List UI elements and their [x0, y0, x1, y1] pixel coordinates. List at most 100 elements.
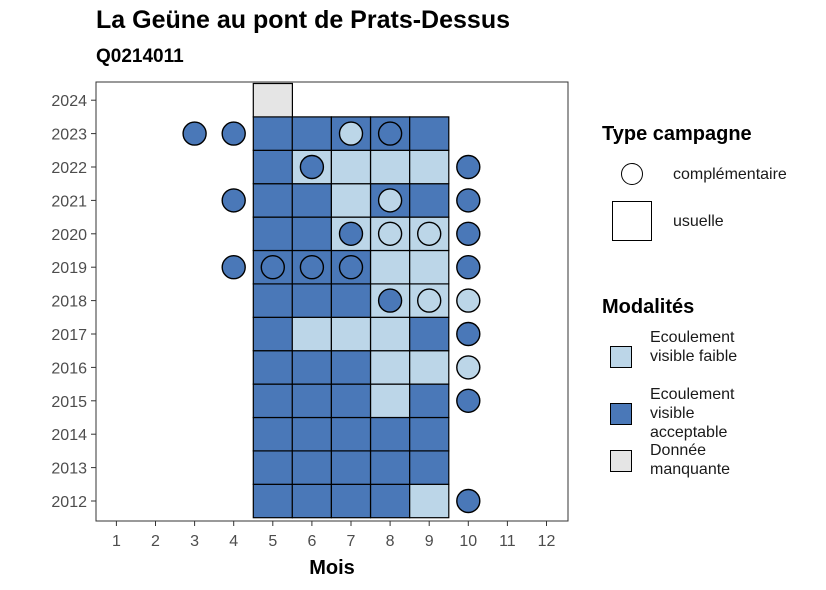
cell-2015-8 — [370, 383, 411, 419]
point-2018-10 — [456, 288, 481, 313]
point-2021-8 — [377, 188, 403, 213]
cell-2014-7 — [330, 416, 372, 452]
legend-manquante-label: Donnée manquante — [650, 442, 731, 478]
point-2016-10 — [456, 355, 481, 380]
legend-modalites-title: Modalités — [602, 296, 695, 318]
cell-2012-5 — [252, 483, 294, 519]
legend-faible-swatch — [610, 346, 632, 368]
legend-complementaire-label: complémentaire — [673, 166, 787, 183]
cell-2020-6 — [291, 216, 332, 252]
y-tick-label-2019: 2019 — [51, 260, 87, 277]
x-tick-label-8: 8 — [386, 533, 395, 550]
cell-2012-8 — [370, 483, 411, 519]
y-tick-label-2022: 2022 — [51, 160, 87, 177]
y-tick-label-2021: 2021 — [51, 193, 87, 210]
y-tick-label-2023: 2023 — [51, 127, 87, 144]
x-axis-label: Mois — [309, 557, 355, 579]
x-tick-label-4: 4 — [229, 533, 238, 550]
cell-2021-9 — [409, 183, 450, 218]
cell-2013-5 — [252, 450, 294, 485]
x-tick-label-12: 12 — [538, 533, 556, 550]
point-2023-4 — [221, 121, 246, 146]
cell-2023-5 — [252, 116, 294, 151]
y-tick-label-2018: 2018 — [51, 294, 87, 311]
cell-2017-8 — [370, 316, 411, 352]
point-2019-6 — [299, 255, 325, 280]
legend-circle-icon — [621, 163, 643, 185]
cell-2012-9 — [409, 483, 450, 519]
y-tick-label-2012: 2012 — [51, 494, 87, 511]
cell-2016-8 — [370, 350, 411, 385]
x-tick-label-7: 7 — [347, 533, 356, 550]
point-2019-7 — [338, 255, 364, 280]
cell-2019-8 — [370, 249, 411, 285]
cell-2013-7 — [330, 450, 372, 485]
point-2023-7 — [338, 121, 364, 146]
cell-2022-5 — [252, 149, 294, 185]
x-tick-label-5: 5 — [268, 533, 277, 550]
point-2018-9 — [417, 288, 442, 313]
point-2019-4 — [221, 255, 246, 280]
point-2022-10 — [456, 154, 481, 180]
x-tick-label-1: 1 — [112, 533, 121, 550]
cell-2017-6 — [291, 316, 332, 352]
y-tick-label-2015: 2015 — [51, 394, 87, 411]
legend-acceptable-swatch — [610, 403, 632, 425]
x-tick-label-2: 2 — [151, 533, 160, 550]
cell-2021-6 — [291, 183, 332, 218]
legend-manquante-swatch — [610, 450, 632, 472]
cell-2013-9 — [409, 450, 450, 485]
cell-2018-7 — [330, 283, 372, 318]
cell-2023-9 — [409, 116, 450, 151]
legend-acceptable-label: Ecoulement visible acceptable — [650, 386, 735, 441]
cell-2016-6 — [291, 350, 332, 385]
cell-2012-6 — [291, 483, 332, 519]
point-2015-10 — [456, 388, 481, 413]
point-2022-6 — [299, 154, 325, 180]
point-2020-8 — [377, 221, 403, 247]
cell-2014-6 — [291, 416, 332, 452]
x-axis: 1 2 3 4 5 6 7 8 9 10 11 12 — [112, 521, 556, 550]
point-2018-8 — [377, 288, 403, 313]
cell-2015-7 — [330, 383, 372, 419]
y-tick-label-2024: 2024 — [51, 93, 87, 110]
y-tick-label-2017: 2017 — [51, 327, 87, 344]
point-2020-9 — [417, 221, 442, 247]
cell-2015-5 — [252, 383, 294, 419]
x-tick-label-6: 6 — [307, 533, 316, 550]
point-2020-7 — [338, 221, 364, 247]
cell-2022-8 — [370, 149, 411, 185]
point-2017-10 — [456, 321, 481, 347]
point-2019-10 — [456, 255, 481, 280]
legend-faible-label: Ecoulement visible faible — [650, 329, 738, 365]
cell-2022-7 — [330, 149, 372, 185]
legend-usuelle-label: usuelle — [673, 213, 724, 230]
cell-2014-5 — [252, 416, 294, 452]
cell-2024-5 — [252, 82, 294, 118]
y-axis: 2012 2013 2014 2015 2016 2017 2018 2019 2020 2021… — [51, 93, 96, 511]
chart-subtitle: Q0214011 — [96, 46, 184, 67]
x-tick-label-9: 9 — [425, 533, 434, 550]
point-2012-10 — [456, 488, 481, 514]
plot-frame — [95, 81, 569, 522]
cell-2023-6 — [291, 116, 332, 151]
cell-2016-7 — [330, 350, 372, 385]
cell-2015-9 — [409, 383, 450, 419]
cell-2018-6 — [291, 283, 332, 318]
x-tick-label-10: 10 — [459, 533, 477, 550]
y-tick-label-2013: 2013 — [51, 461, 87, 478]
cell-2021-7 — [330, 183, 372, 218]
complementaire-points — [182, 121, 481, 514]
cell-2017-9 — [409, 316, 450, 352]
x-tick-label-11: 11 — [499, 533, 516, 550]
y-tick-label-2014: 2014 — [51, 427, 87, 444]
point-2019-5 — [260, 255, 285, 280]
cell-2022-9 — [409, 149, 450, 185]
cell-2012-7 — [330, 483, 372, 519]
legend-type-title: Type campagne — [602, 123, 752, 145]
cell-2021-5 — [252, 183, 294, 218]
cell-2014-9 — [409, 416, 450, 452]
point-2021-10 — [456, 188, 481, 213]
cell-2016-5 — [252, 350, 294, 385]
